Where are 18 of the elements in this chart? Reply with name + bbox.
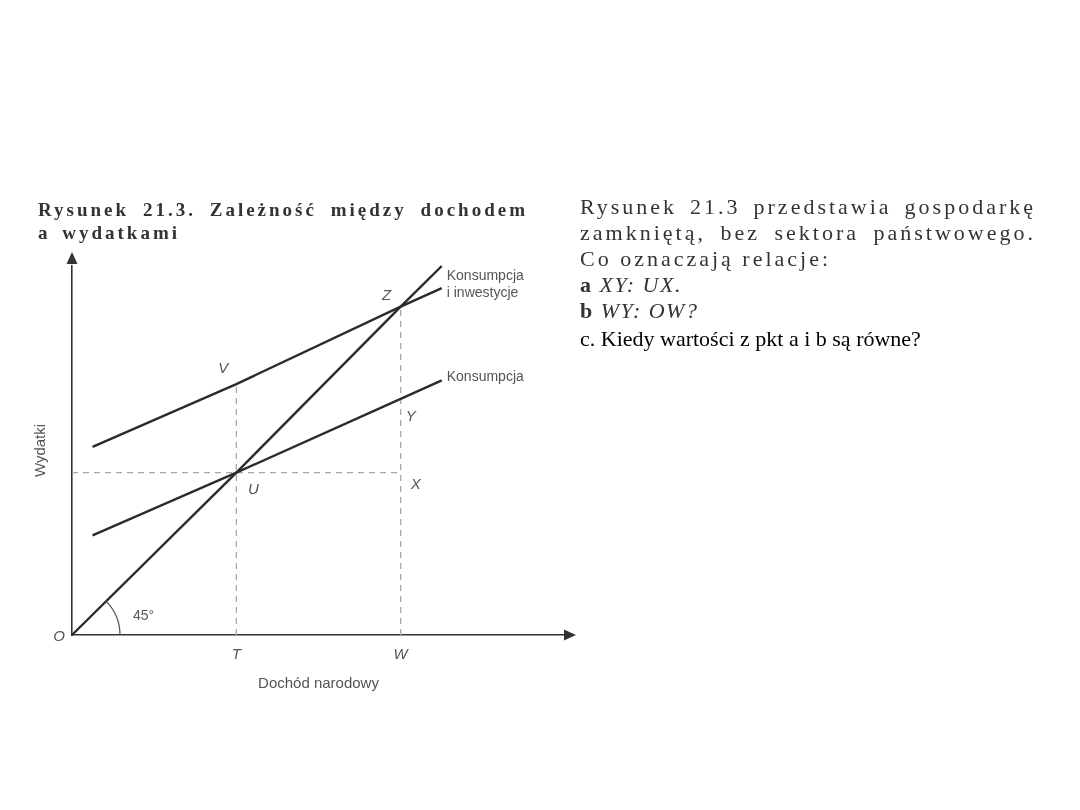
series-label: Konsumpcja i inwestycje bbox=[446, 267, 524, 301]
annotation: 45° bbox=[132, 606, 155, 623]
annotation: V bbox=[218, 359, 231, 377]
annotation: X bbox=[409, 474, 422, 492]
x-axis-title: Dochód narodowy bbox=[258, 674, 380, 692]
annotation: Y bbox=[405, 407, 417, 425]
x-tick-label: W bbox=[393, 645, 410, 663]
text: O bbox=[53, 627, 66, 645]
y-axis-title: Wydatki bbox=[31, 423, 49, 478]
series-label: Konsumpcja bbox=[446, 368, 524, 385]
chart-title: Rysunek 21.3. Zależność między dochodem a wydatkami bbox=[38, 198, 528, 244]
text: Rysunek 21.3 przedstawia gospodarkę zamkniętą, bez sektora państwowego. Co oznaczają relacje: bbox=[580, 194, 1036, 272]
annotation: U bbox=[247, 479, 259, 497]
annotation: Z bbox=[381, 285, 393, 303]
x-tick-label: T bbox=[231, 645, 243, 663]
text: b WY: OW? bbox=[580, 298, 699, 323]
text: c. Kiedy wartości z pkt a i b są równe? bbox=[580, 325, 922, 353]
text: a XY: UX. bbox=[580, 272, 682, 297]
